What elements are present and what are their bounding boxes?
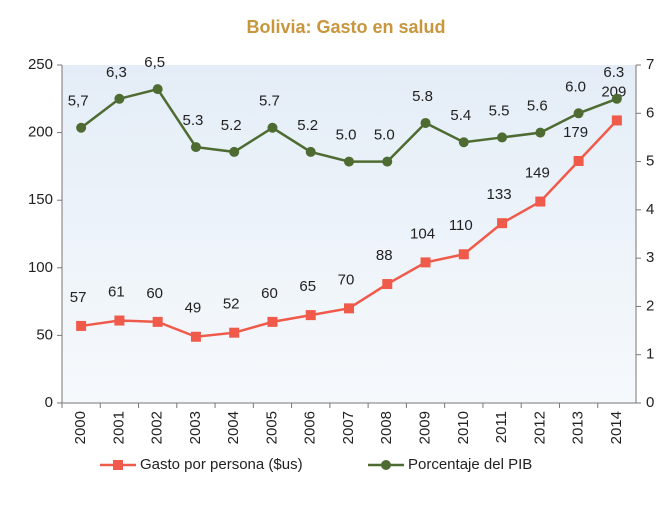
point bbox=[497, 218, 508, 229]
data-label: 110 bbox=[449, 217, 473, 234]
data-label: 57 bbox=[70, 289, 87, 306]
point bbox=[420, 117, 431, 128]
y-tick-label: 50 bbox=[36, 326, 53, 343]
data-label: 6.0 bbox=[565, 78, 586, 95]
point bbox=[113, 460, 123, 470]
legend-label: Gasto por persona ($us) bbox=[140, 456, 303, 473]
data-label: 6.3 bbox=[603, 64, 624, 81]
x-tick-label: 2005 bbox=[263, 411, 280, 444]
y-tick-label: 100 bbox=[28, 259, 53, 276]
point bbox=[382, 279, 393, 290]
data-label: 5.0 bbox=[336, 127, 357, 144]
y-tick-label: 150 bbox=[28, 191, 53, 208]
data-label: 5.2 bbox=[221, 117, 242, 134]
data-label: 6,3 bbox=[106, 64, 127, 81]
x-tick-label: 2011 bbox=[493, 411, 510, 443]
data-label: 179 bbox=[563, 124, 588, 141]
x-tick-label: 2009 bbox=[417, 411, 434, 444]
point bbox=[267, 316, 278, 327]
data-label: 5.4 bbox=[450, 107, 471, 124]
y2-tick-label: 0 bbox=[646, 394, 654, 411]
point bbox=[535, 127, 546, 138]
point bbox=[611, 93, 622, 104]
point bbox=[573, 108, 584, 119]
data-label: 49 bbox=[185, 300, 202, 317]
data-label: 104 bbox=[410, 225, 435, 242]
point bbox=[267, 122, 278, 133]
x-tick-label: 2001 bbox=[110, 411, 127, 444]
point bbox=[382, 156, 393, 167]
point bbox=[229, 327, 240, 338]
data-label: 5.2 bbox=[297, 117, 318, 134]
chart-title: Bolivia: Gasto en salud bbox=[246, 17, 445, 37]
point bbox=[152, 84, 163, 95]
x-tick-label: 2003 bbox=[187, 411, 204, 444]
x-tick-label: 2014 bbox=[608, 411, 625, 444]
point bbox=[114, 93, 125, 104]
data-label: 88 bbox=[376, 247, 393, 264]
x-tick-label: 2012 bbox=[531, 411, 548, 444]
point bbox=[611, 115, 622, 126]
y2-tick-label: 3 bbox=[646, 249, 654, 266]
data-label: 60 bbox=[146, 285, 163, 302]
point bbox=[76, 122, 87, 133]
x-tick-label: 2000 bbox=[72, 411, 89, 444]
y2-tick-label: 6 bbox=[646, 104, 654, 121]
data-label: 5,7 bbox=[68, 93, 89, 110]
x-tick-label: 2008 bbox=[378, 411, 395, 444]
point bbox=[458, 137, 469, 148]
point bbox=[190, 331, 201, 342]
point bbox=[535, 196, 546, 207]
point bbox=[114, 315, 125, 326]
data-label: 52 bbox=[223, 296, 240, 313]
point bbox=[458, 249, 469, 260]
y2-tick-label: 5 bbox=[646, 153, 654, 170]
data-label: 60 bbox=[261, 285, 278, 302]
point bbox=[420, 257, 431, 268]
y-tick-label: 0 bbox=[45, 394, 53, 411]
point bbox=[344, 156, 354, 167]
point bbox=[152, 316, 163, 327]
y2-tick-label: 4 bbox=[646, 201, 654, 218]
data-label: 70 bbox=[338, 271, 355, 288]
point bbox=[305, 310, 316, 321]
y2-tick-label: 2 bbox=[646, 297, 654, 314]
y2-tick-label: 1 bbox=[646, 346, 654, 363]
y-tick-label: 250 bbox=[28, 56, 53, 73]
point bbox=[190, 142, 201, 153]
point bbox=[381, 460, 391, 470]
data-label: 133 bbox=[487, 186, 512, 203]
x-tick-label: 2006 bbox=[302, 411, 319, 444]
data-label: 6,5 bbox=[144, 54, 165, 71]
y-tick-label: 200 bbox=[28, 124, 53, 141]
point bbox=[76, 320, 87, 331]
point bbox=[573, 155, 584, 166]
point bbox=[305, 146, 316, 157]
point bbox=[344, 303, 354, 314]
x-tick-label: 2013 bbox=[570, 411, 587, 444]
data-label: 5.7 bbox=[259, 93, 280, 110]
data-label: 5.8 bbox=[412, 88, 433, 105]
data-label: 61 bbox=[108, 283, 125, 300]
y2-tick-label: 7 bbox=[646, 56, 654, 73]
data-label: 5.5 bbox=[489, 102, 510, 119]
data-label: 149 bbox=[525, 165, 550, 182]
legend-label: Porcentaje del PIB bbox=[408, 456, 532, 473]
data-label: 5.6 bbox=[527, 98, 548, 115]
data-label: 5.0 bbox=[374, 127, 395, 144]
data-label: 5.3 bbox=[183, 112, 204, 129]
point bbox=[497, 132, 508, 143]
data-label: 65 bbox=[299, 278, 316, 295]
x-tick-label: 2002 bbox=[149, 411, 166, 444]
x-tick-label: 2007 bbox=[340, 411, 357, 444]
point bbox=[229, 146, 240, 157]
plot-area bbox=[62, 65, 636, 403]
x-tick-label: 2010 bbox=[455, 411, 472, 444]
x-tick-label: 2004 bbox=[225, 411, 242, 444]
